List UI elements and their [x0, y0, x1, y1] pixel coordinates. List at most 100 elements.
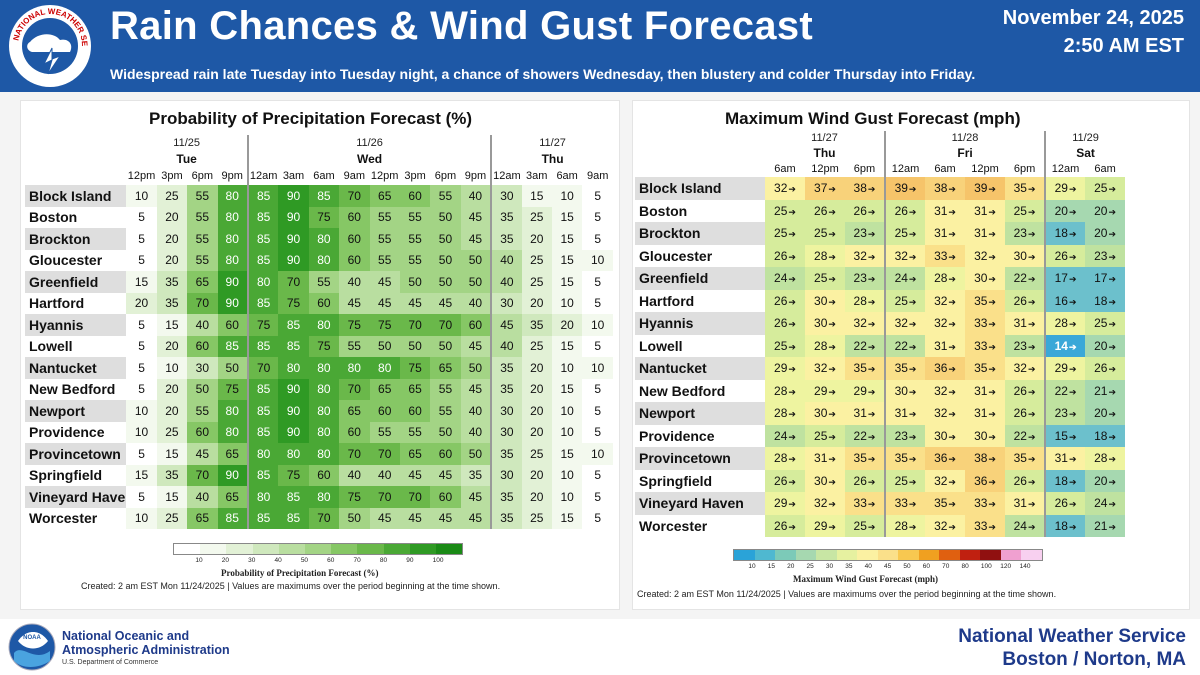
pop-value-cell: 50: [369, 335, 400, 357]
wind-direction-arrow-icon: ➔: [788, 341, 796, 352]
wind-value-cell: 22➔: [884, 334, 926, 357]
wind-gust-value: 20: [1094, 203, 1108, 218]
wind-value-cell: 26➔: [765, 312, 805, 335]
pop-legend-swatch: [226, 544, 253, 554]
pop-value-cell: 15: [551, 443, 583, 465]
wind-day-header: Sat: [1044, 145, 1126, 161]
pop-date-header: 11/25: [173, 137, 200, 149]
issue-time: 2:50 AM EST: [1063, 35, 1184, 57]
wind-gust-value: 21: [1094, 383, 1108, 398]
pop-value-cell: 15: [156, 314, 188, 336]
pop-legend-label: 40: [274, 557, 282, 564]
pop-value-cell: 70: [399, 314, 431, 336]
wind-gust-value: 31: [814, 451, 828, 466]
pop-value-cell: 85: [246, 421, 279, 443]
wind-gust-value: 26: [774, 316, 788, 331]
wind-direction-arrow-icon: ➔: [867, 184, 876, 195]
wind-direction-arrow-icon: ➔: [1108, 319, 1116, 330]
wind-direction-arrow-icon: ➔: [948, 206, 956, 217]
wind-value-cell: 26➔: [1085, 357, 1126, 380]
pop-value-cell: 80: [246, 443, 279, 465]
wind-legend-label: 50: [903, 563, 911, 570]
pop-value-cell: 85: [308, 185, 340, 207]
wind-direction-arrow-icon: ➔: [828, 364, 836, 375]
wind-gust-value: 25: [814, 271, 828, 286]
pop-value-cell: 60: [369, 400, 400, 422]
pop-value-cell: 15: [126, 271, 157, 293]
wind-gust-value: 31: [1013, 496, 1027, 511]
pop-value-cell: 85: [278, 335, 309, 357]
pop-value-cell: 20: [521, 357, 552, 379]
wind-legend-label: 10: [748, 563, 756, 570]
wind-site-name: Hyannis: [635, 312, 765, 335]
wind-gust-value: 31: [1013, 316, 1027, 331]
wind-value-cell: 35➔: [965, 357, 1006, 380]
wind-gust-value: 23: [1013, 226, 1027, 241]
wind-value-cell: 32➔: [805, 492, 845, 515]
wind-direction-arrow-icon: ➔: [867, 431, 876, 442]
pop-value-cell: 65: [399, 443, 431, 465]
pop-hour-header: 12pm: [370, 170, 399, 182]
wind-value-cell: 31➔: [965, 199, 1006, 222]
wind-gust-value: 35: [894, 451, 908, 466]
wind-value-cell: 17➔: [1085, 267, 1126, 290]
pop-value-cell: 65: [399, 378, 431, 400]
wind-gust-value: 21: [1094, 518, 1108, 533]
pop-value-cell: 60: [217, 314, 248, 336]
wind-site-name: Providence: [639, 427, 715, 444]
wind-value-cell: 15➔: [1044, 424, 1086, 447]
wind-gust-value: 28: [1054, 316, 1068, 331]
wind-gust-value: 23: [894, 428, 908, 443]
pop-value-cell: 60: [339, 249, 370, 271]
wind-value-cell: 38➔: [845, 177, 886, 200]
pop-value-cell: 75: [308, 206, 340, 228]
wind-value-cell: 18➔: [1085, 289, 1126, 312]
wind-direction-arrow-icon: ➔: [1108, 454, 1116, 465]
pop-value-cell: 40: [490, 271, 522, 293]
pop-site-name: Boston: [29, 209, 78, 226]
wind-value-cell: 32➔: [925, 514, 966, 537]
wind-direction-arrow-icon: ➔: [867, 409, 876, 420]
pop-value-cell: 15: [551, 249, 583, 271]
wind-site-name: Worcester: [639, 517, 708, 534]
wind-table-row: Hartford 26➔ 30➔ 28➔ 25➔ 32➔ 35➔ 26➔ 16➔ 18➔: [635, 289, 1126, 312]
pop-value-cell: 60: [399, 400, 431, 422]
pop-table-row: Greenfield 15 35 65 90 80 70 55 40 45 50 50 50 40 25 15…: [25, 271, 613, 293]
pop-value-cell: 5: [582, 185, 613, 207]
wind-direction-arrow-icon: ➔: [948, 409, 956, 420]
pop-site-name: Lowell: [29, 338, 73, 355]
pop-value-cell: 35: [156, 464, 188, 486]
noaa-name-line1: National Oceanic and: [62, 629, 190, 643]
pop-value-cell: 35: [521, 314, 552, 336]
wind-gust-value: 26: [1013, 406, 1027, 421]
pop-value-cell: 40: [490, 335, 522, 357]
pop-site-name: Provincetown: [25, 443, 127, 465]
pop-value-cell: 20: [521, 378, 552, 400]
wind-gust-value: 26: [853, 473, 867, 488]
wind-gust-value: 36: [934, 451, 948, 466]
pop-value-cell: 90: [278, 421, 309, 443]
pop-value-cell: 60: [339, 206, 370, 228]
wind-direction-arrow-icon: ➔: [908, 184, 917, 195]
pop-value-cell: 80: [308, 400, 340, 422]
pop-hour-header: 3am: [526, 170, 548, 182]
pop-value-cell: 55: [187, 206, 218, 228]
wind-gust-value: 26: [774, 248, 788, 263]
wind-gust-value: 22: [1013, 271, 1027, 286]
wind-value-cell: 32➔: [925, 312, 966, 335]
wind-site-name: Block Island: [635, 177, 765, 200]
wind-value-cell: 35➔: [925, 492, 966, 515]
wind-value-cell: 29➔: [765, 492, 805, 515]
pop-value-cell: 20: [126, 292, 157, 314]
pop-day-header: Wed: [246, 151, 492, 167]
wind-gust-value: 23: [853, 226, 867, 241]
pop-value-cell: 90: [278, 378, 309, 400]
pop-value-cell: 45: [369, 507, 400, 529]
wind-value-cell: 24➔: [1085, 492, 1126, 515]
wind-direction-arrow-icon: ➔: [1027, 206, 1036, 217]
wind-gust-value: 35: [974, 293, 988, 308]
wind-legend-label: 60: [922, 563, 930, 570]
pop-value-cell: 90: [278, 185, 309, 207]
pop-value-cell: 45: [460, 335, 492, 357]
wind-gust-value: 25: [774, 203, 788, 218]
